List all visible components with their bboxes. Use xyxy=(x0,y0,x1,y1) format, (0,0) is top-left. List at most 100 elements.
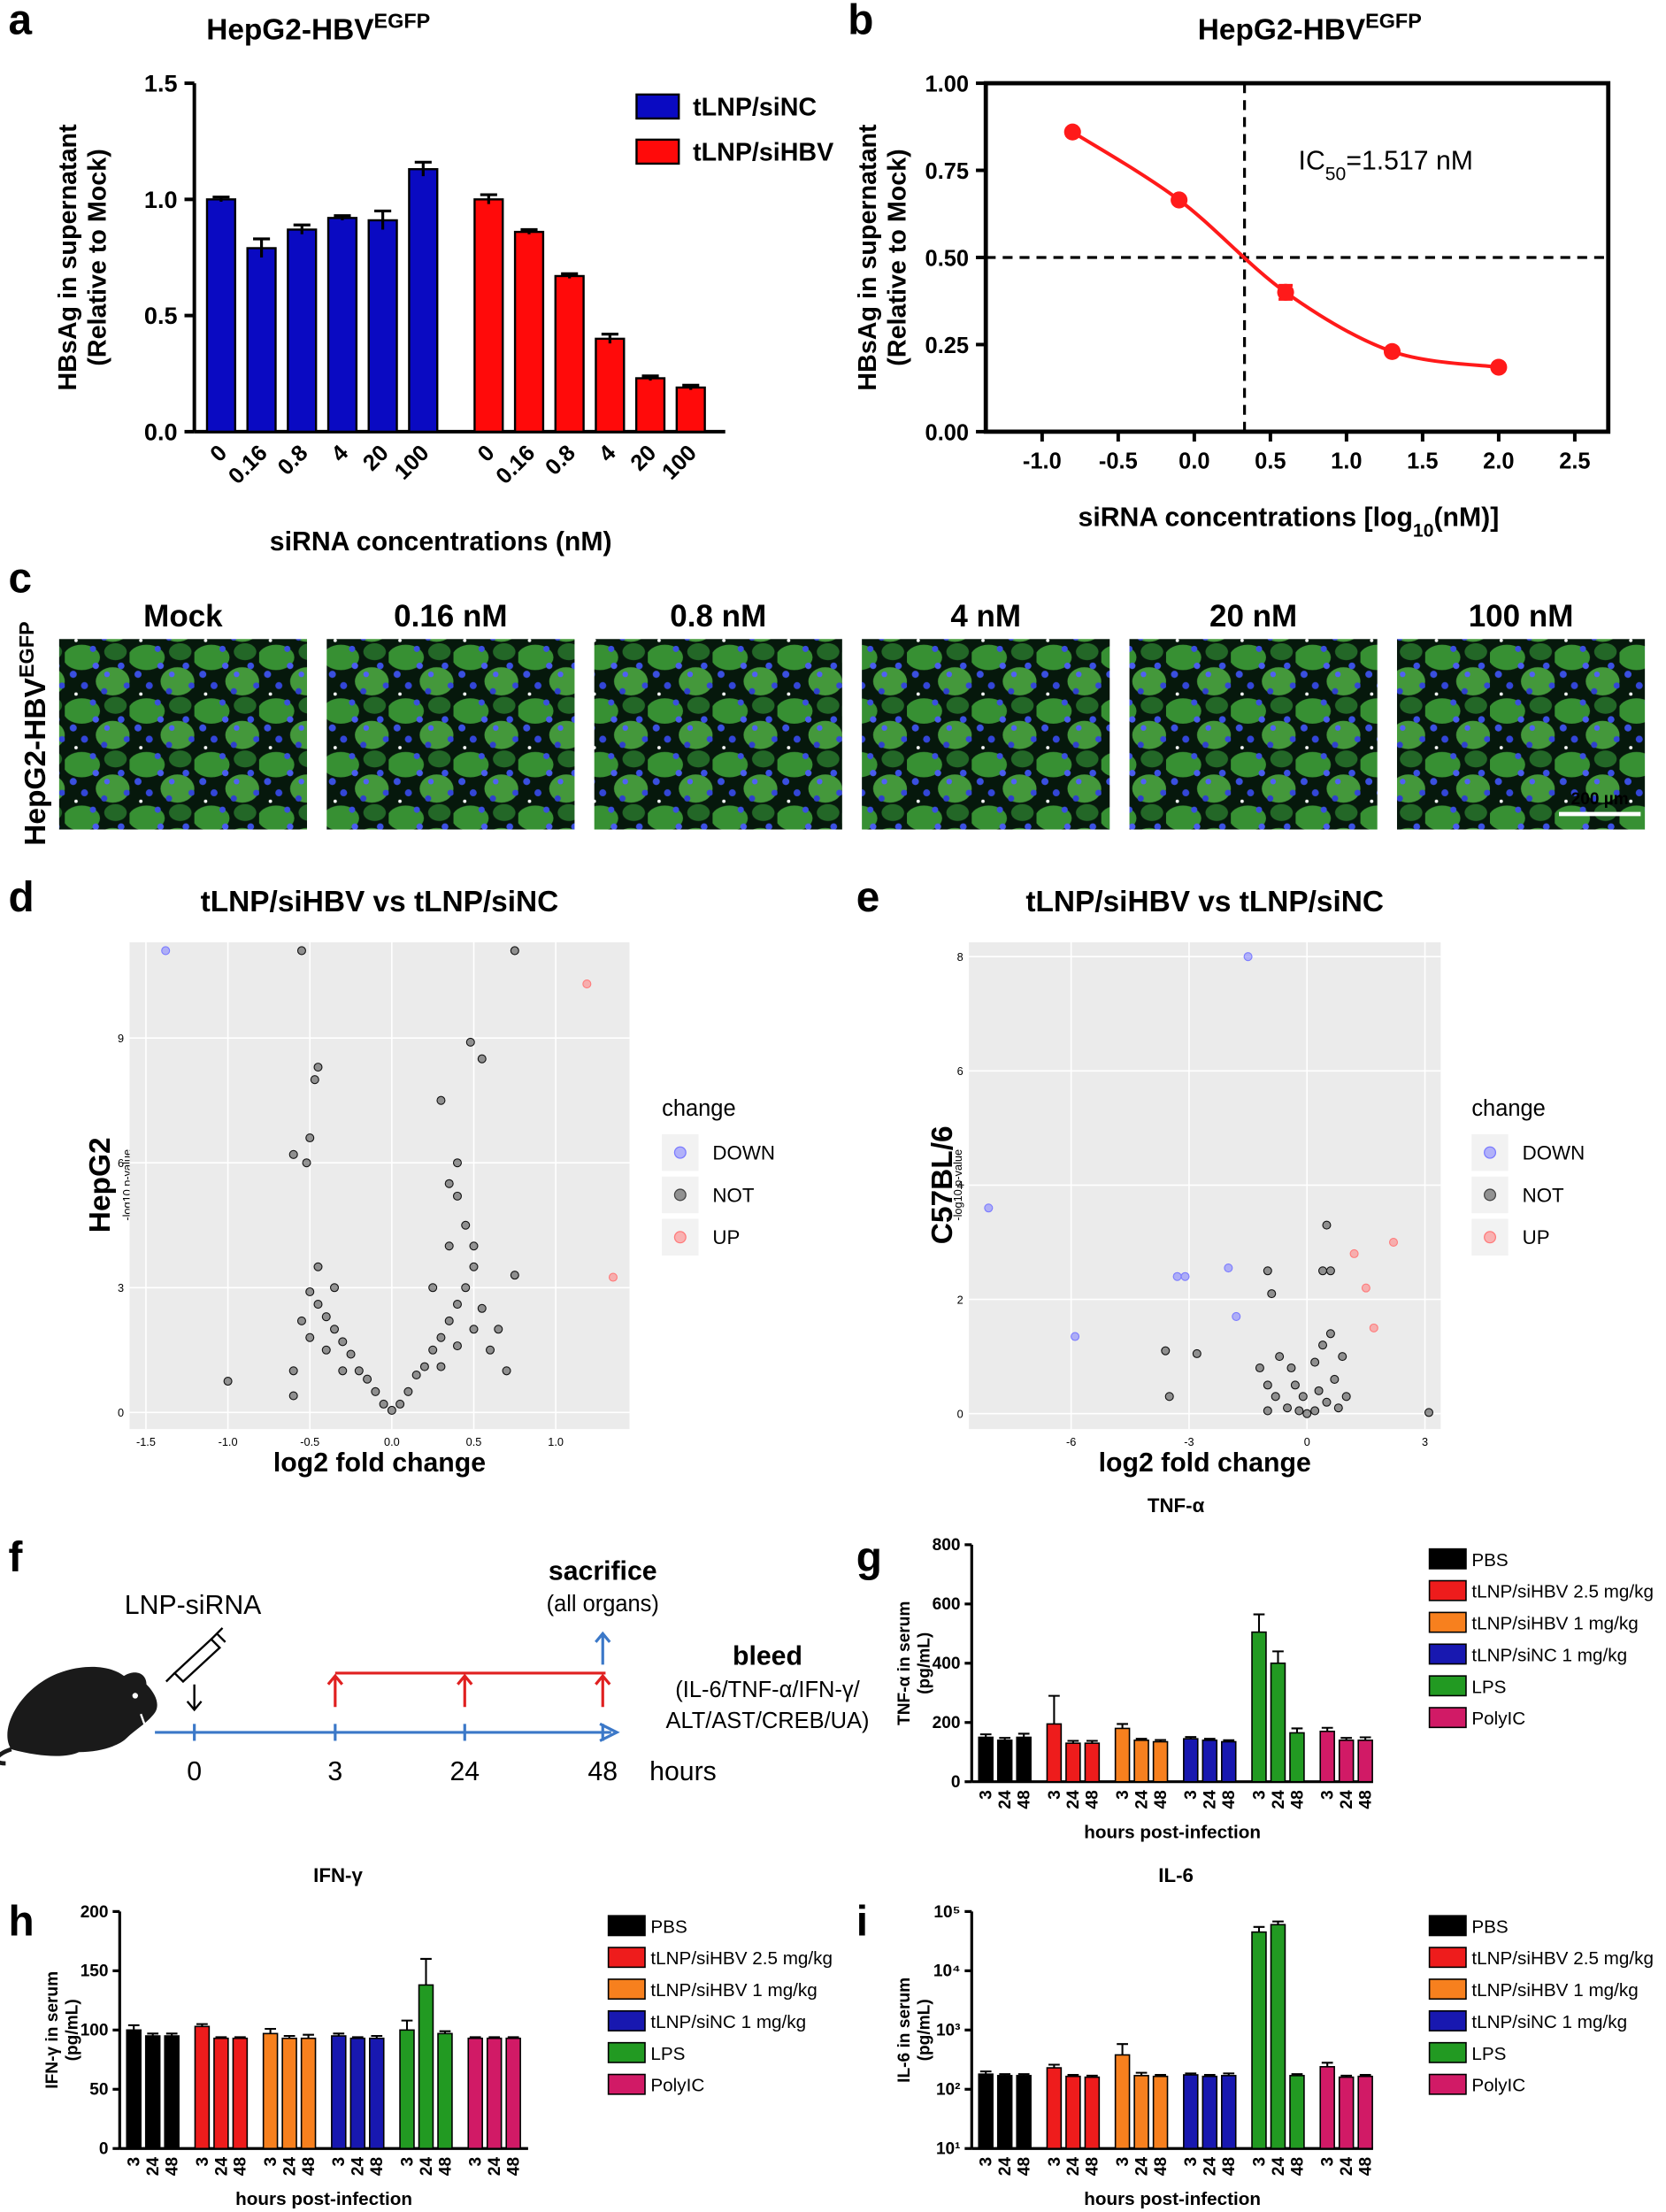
x-tick-label: 3 xyxy=(330,2157,349,2167)
bar xyxy=(262,2032,279,2150)
bar xyxy=(1065,1742,1081,1783)
y-tick-label: 800 xyxy=(933,1536,961,1555)
legend-swatch xyxy=(607,1978,646,2001)
bar xyxy=(1016,2075,1032,2150)
x-tick-label: 24 xyxy=(349,2156,368,2176)
x-tick-label: 3 xyxy=(1250,2157,1269,2167)
y-tick-label: 1.00 xyxy=(925,73,970,97)
x-tick-label: 3 xyxy=(1422,1435,1428,1448)
data-point xyxy=(363,1374,372,1384)
data-point xyxy=(1341,1392,1351,1402)
data-point xyxy=(1298,1392,1308,1402)
data-point xyxy=(419,1362,429,1371)
error-bar xyxy=(374,209,392,230)
x-tick-label: 0 xyxy=(473,441,500,467)
bar xyxy=(164,2035,180,2150)
x-axis-label: log2 fold change xyxy=(1099,1448,1311,1478)
data-point xyxy=(428,1283,438,1293)
legend-label: tLNP/siHBV 2.5 mg/kg xyxy=(1471,1582,1654,1602)
error-bar xyxy=(1067,1740,1079,1744)
bar xyxy=(1338,1740,1355,1783)
bar xyxy=(232,2037,249,2150)
legend-swatch xyxy=(635,93,680,120)
y-tick-label: 1.0 xyxy=(144,186,178,213)
y-axis-label: IL-6 in serum xyxy=(895,1978,914,2083)
x-tick-label: 3 xyxy=(1319,1790,1338,1800)
micrograph xyxy=(326,639,575,830)
micrograph xyxy=(1396,639,1646,830)
panel-letter: d xyxy=(9,874,35,921)
error-bar xyxy=(1185,2072,1197,2076)
data-point xyxy=(305,1133,315,1143)
bar xyxy=(473,198,504,434)
annotation-part: 50 xyxy=(1325,164,1347,184)
x-tick-label: 1.0 xyxy=(548,1435,564,1448)
data-point xyxy=(371,1386,380,1396)
x-tick-label: 24 xyxy=(1064,2156,1083,2176)
legend-label: DOWN xyxy=(712,1142,775,1164)
legend-label: DOWN xyxy=(1523,1142,1585,1164)
bar xyxy=(486,2037,503,2150)
error-bar xyxy=(439,2030,451,2034)
data-point xyxy=(1171,191,1188,209)
chart-title: HepG2-HBVEGFP xyxy=(1198,10,1422,47)
y-tick-label: 0.25 xyxy=(925,334,970,358)
bar xyxy=(1084,1742,1101,1783)
x-tick-label: 0.16 xyxy=(491,441,540,489)
data-point xyxy=(1290,1380,1300,1390)
bar xyxy=(513,230,545,434)
error-bar xyxy=(401,2019,413,2031)
x-tick-label: 48 xyxy=(505,2156,524,2176)
y-axis-label: IFN-γ in serum xyxy=(43,1971,62,2089)
error-bar xyxy=(1203,1738,1216,1740)
sacrifice-arrow xyxy=(595,1631,611,1665)
panel-letter: f xyxy=(9,1534,23,1581)
error-bar xyxy=(1017,2073,1030,2076)
y-axis-label: (pg/mL) xyxy=(916,1999,934,2061)
x-tick-label: 24 xyxy=(486,2156,504,2176)
bar xyxy=(1221,1740,1237,1783)
legend-swatch xyxy=(607,2041,646,2063)
error-bar xyxy=(414,160,432,177)
data-point xyxy=(1263,1406,1272,1416)
data-point xyxy=(436,1095,446,1105)
x-tick-label: 3 xyxy=(978,1790,996,1800)
bar xyxy=(675,386,706,434)
x-tick-label: 48 xyxy=(1152,2156,1171,2176)
sacrifice-note: (all organs) xyxy=(547,1592,659,1617)
x-tick-label: 0.8 xyxy=(541,441,580,480)
data-point xyxy=(1322,1397,1332,1407)
x-tick-label: 24 xyxy=(1132,2156,1151,2176)
error-bar xyxy=(147,2032,159,2037)
x-tick-label: 0.8 xyxy=(273,441,313,480)
data-point xyxy=(428,1345,438,1355)
legend-label: tLNP/siNC xyxy=(693,94,817,122)
y-tick-label: 10⁵ xyxy=(933,1903,960,1922)
x-tick-label: 100 xyxy=(390,441,434,485)
column-label: 0.16 nM xyxy=(394,599,507,634)
data-point xyxy=(1322,1220,1332,1230)
error-bar xyxy=(234,2036,246,2039)
legend-swatch xyxy=(1428,1978,1467,2001)
bar xyxy=(1270,1924,1286,2150)
data-point xyxy=(1263,1266,1272,1276)
bar xyxy=(1046,1723,1063,1783)
data-point xyxy=(1388,1237,1399,1248)
data-point xyxy=(436,1362,446,1371)
chart-title: tLNP/siHBV vs tLNP/siNC xyxy=(1025,886,1384,918)
data-point xyxy=(288,1149,298,1159)
error-bar xyxy=(1223,2072,1235,2076)
data-point xyxy=(310,1075,319,1085)
error-bar xyxy=(1185,1736,1197,1740)
legend-label: tLNP/siNC 1 mg/kg xyxy=(650,2012,806,2032)
error-bar xyxy=(1340,2074,1353,2078)
error-bar xyxy=(1291,1727,1303,1733)
x-tick-label: 3 xyxy=(126,2157,144,2167)
error-bar xyxy=(212,196,230,202)
data-point xyxy=(305,1286,315,1296)
bar xyxy=(437,2032,453,2150)
data-point xyxy=(403,1386,413,1396)
scale-bar-label: 200 µm xyxy=(1571,790,1629,809)
x-tick-label: 48 xyxy=(1288,1790,1307,1809)
